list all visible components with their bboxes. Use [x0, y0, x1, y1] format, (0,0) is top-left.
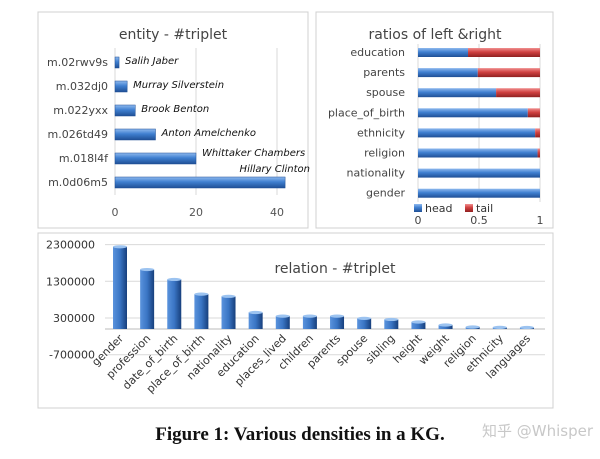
bar [113, 246, 127, 329]
category-label: religion [364, 147, 405, 160]
data-label: Whittaker Chambers [202, 148, 305, 159]
bar [114, 128, 156, 141]
bar-top [330, 314, 345, 318]
y-tick-label: 2300000 [46, 239, 95, 252]
x-tick-label: 1 [537, 214, 544, 227]
y-tick-label: 300000 [53, 312, 95, 325]
bar-tail [468, 48, 540, 57]
y-tick-label: -700000 [49, 349, 95, 362]
bar-top [465, 325, 480, 329]
bar-tail [477, 68, 540, 78]
bar [194, 294, 209, 329]
chart-title: relation - #triplet [274, 261, 396, 277]
bar [114, 176, 286, 189]
bar-head [418, 148, 538, 158]
bar-top [438, 323, 453, 327]
bar-head [418, 128, 536, 138]
legend-swatch-tail [465, 204, 473, 212]
bar-top [194, 292, 209, 296]
bar [275, 316, 290, 329]
bar [114, 152, 197, 165]
bar [302, 316, 317, 329]
category-label: m.026td49 [48, 128, 109, 141]
ratio-chart: ratios of left &right 0 0.5 1 education paren… [328, 27, 544, 227]
bar-head [418, 68, 478, 78]
bar [167, 279, 182, 329]
x-tick-label: 0 [112, 206, 119, 219]
watermark: 知乎 @Whisper [482, 422, 594, 440]
bar [357, 318, 372, 329]
category-label: parents [363, 66, 405, 79]
bar-top [519, 325, 534, 330]
bar-top [248, 310, 263, 315]
bar [438, 324, 453, 329]
x-tick-label: 0.5 [470, 214, 488, 227]
category-label: gender [366, 187, 405, 200]
category-label: place_of_birth [328, 106, 405, 119]
data-label: Murray Silverstein [133, 80, 224, 91]
category-label: education [350, 46, 405, 59]
bar-top [167, 277, 182, 282]
legend-label-tail: tail [476, 202, 493, 215]
category-label: ethnicity [357, 126, 405, 139]
legend-swatch-head [414, 204, 422, 212]
bar-top [275, 314, 290, 318]
bar [114, 56, 120, 69]
bar-head [418, 108, 528, 118]
bar [221, 296, 236, 329]
x-tick-label: 40 [270, 206, 284, 219]
category-label: m.018l4f [59, 152, 109, 165]
bar [384, 319, 399, 329]
x-tick-label: 20 [189, 206, 203, 219]
bar-top [302, 314, 317, 318]
bar-top [357, 316, 372, 320]
entity-panel [37, 11, 309, 229]
legend-label-head: head [425, 202, 452, 215]
bar-tail [537, 148, 540, 158]
bar-head [418, 88, 497, 98]
bar-top [140, 267, 155, 272]
data-label: Anton Amelchenko [161, 128, 256, 139]
y-tick-label: 1300000 [46, 275, 95, 288]
category-label: nationality [347, 167, 406, 180]
bar-top [113, 245, 127, 249]
bar-head [418, 168, 540, 178]
chart-title: entity - #triplet [119, 27, 228, 43]
data-label: Brook Benton [141, 104, 209, 115]
bar-tail [496, 88, 540, 98]
bar [248, 312, 263, 329]
bar-top [411, 320, 426, 324]
category-label: m.022yxx [53, 104, 108, 117]
bar-top [221, 294, 236, 298]
bar [411, 322, 426, 329]
bar-top [492, 325, 507, 329]
bar-head [418, 188, 540, 198]
category-label: m.032dj0 [56, 80, 108, 93]
chart-title: ratios of left &right [369, 27, 502, 43]
bar [140, 269, 155, 329]
bar [114, 104, 136, 117]
data-label: Salih Jaber [125, 56, 179, 67]
bar-top [384, 317, 399, 322]
bar-head [418, 48, 469, 57]
data-label: Hillary Clinton [240, 164, 310, 175]
x-tick-label: 0 [415, 214, 422, 227]
category-label: spouse [366, 86, 405, 99]
category-label: m.0d06m5 [48, 176, 108, 189]
bar [114, 80, 128, 93]
bar-tail [527, 108, 540, 118]
bar-tail [535, 128, 540, 138]
bar [330, 316, 345, 329]
entity-chart: entity - #triplet 0 20 40 m.02rwv9s Salih Jab… [47, 27, 310, 219]
figure-caption: Figure 1: Various densities in a KG. [155, 424, 445, 445]
category-label: m.02rwv9s [47, 56, 108, 69]
